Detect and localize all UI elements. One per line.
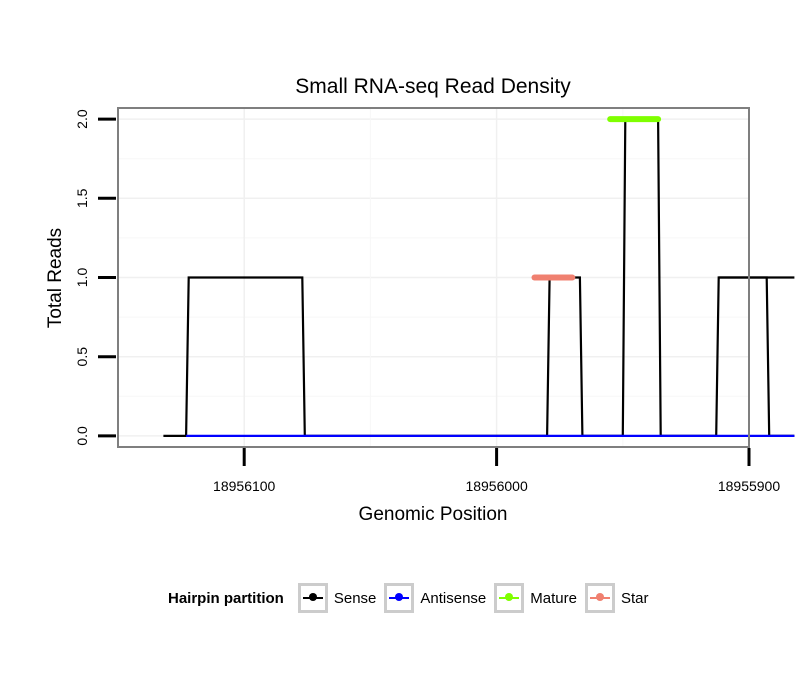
y-axis-label: Total Reads — [45, 228, 66, 328]
legend-label-antisense: Antisense — [420, 589, 487, 607]
legend-title: Hairpin partition — [168, 589, 284, 607]
legend-key-antisense — [384, 583, 415, 613]
legend-item-mature: Mature — [494, 583, 577, 613]
y-tick-label: 0.5 — [74, 347, 90, 367]
legend-key-mature — [494, 583, 525, 613]
legend-item-antisense: Antisense — [384, 583, 486, 613]
y-tick-label: 1.0 — [74, 268, 90, 288]
chart-title: Small RNA-seq Read Density — [295, 75, 571, 98]
legend-item-star: Star — [584, 583, 649, 613]
legend-key-sense — [297, 583, 328, 613]
x-tick-label: 18956000 — [465, 478, 528, 494]
legend-label-star: Star — [620, 589, 649, 607]
legend: Hairpin partition Sense Antisense Mature… — [168, 580, 656, 616]
x-tick-label: 18955900 — [718, 478, 781, 494]
plot-area: 0.0 0.5 1.0 1.5 2.0 18956100 18956000 18955900 — [74, 107, 795, 494]
legend-key-star — [584, 583, 615, 613]
legend-label-sense: Sense — [333, 589, 377, 607]
y-tick-label: 0.0 — [74, 426, 90, 446]
legend-item-sense: Sense — [297, 583, 377, 613]
legend-label-mature: Mature — [530, 589, 577, 607]
y-tick-label: 1.5 — [74, 188, 90, 208]
plot-border — [117, 107, 750, 448]
y-tick-label: 2.0 — [74, 109, 90, 129]
x-tick-label: 18956100 — [213, 478, 276, 494]
x-axis-label: Genomic Position — [359, 504, 508, 525]
